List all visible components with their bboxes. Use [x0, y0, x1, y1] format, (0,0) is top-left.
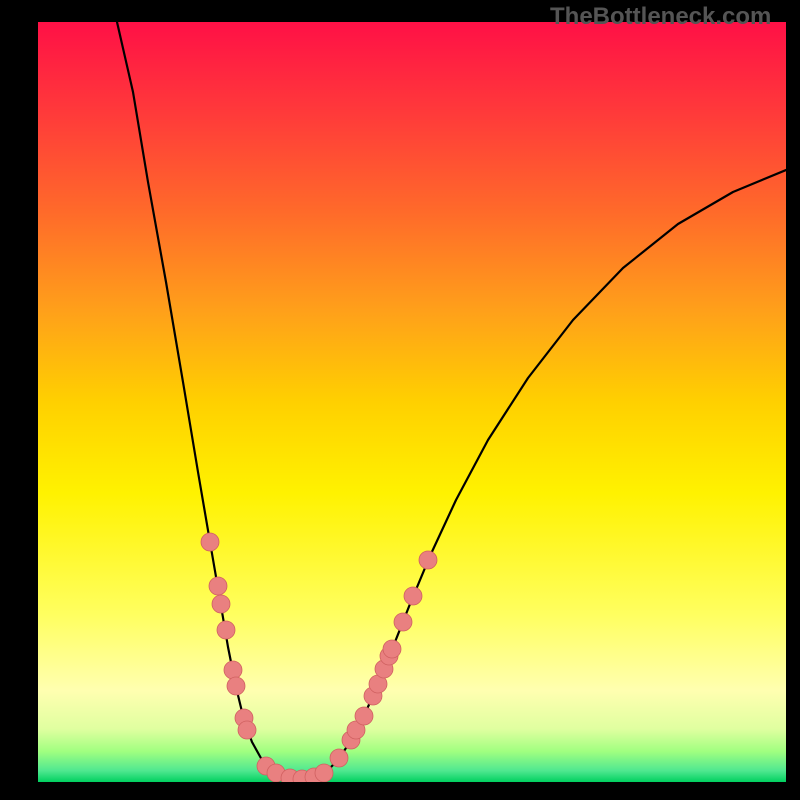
plot-area: [38, 22, 786, 782]
data-marker: [217, 621, 235, 639]
data-marker: [330, 749, 348, 767]
data-marker: [227, 677, 245, 695]
data-marker: [315, 764, 333, 782]
chart-container: TheBottleneck.com: [0, 0, 800, 800]
data-marker: [209, 577, 227, 595]
data-marker: [224, 661, 242, 679]
data-marker: [201, 533, 219, 551]
data-marker: [355, 707, 373, 725]
data-marker: [394, 613, 412, 631]
data-marker: [212, 595, 230, 613]
watermark-text: TheBottleneck.com: [550, 3, 771, 31]
data-marker: [383, 640, 401, 658]
data-marker: [238, 721, 256, 739]
gradient-background: [38, 22, 786, 782]
plot-svg: [38, 22, 786, 782]
data-marker: [404, 587, 422, 605]
data-marker: [419, 551, 437, 569]
